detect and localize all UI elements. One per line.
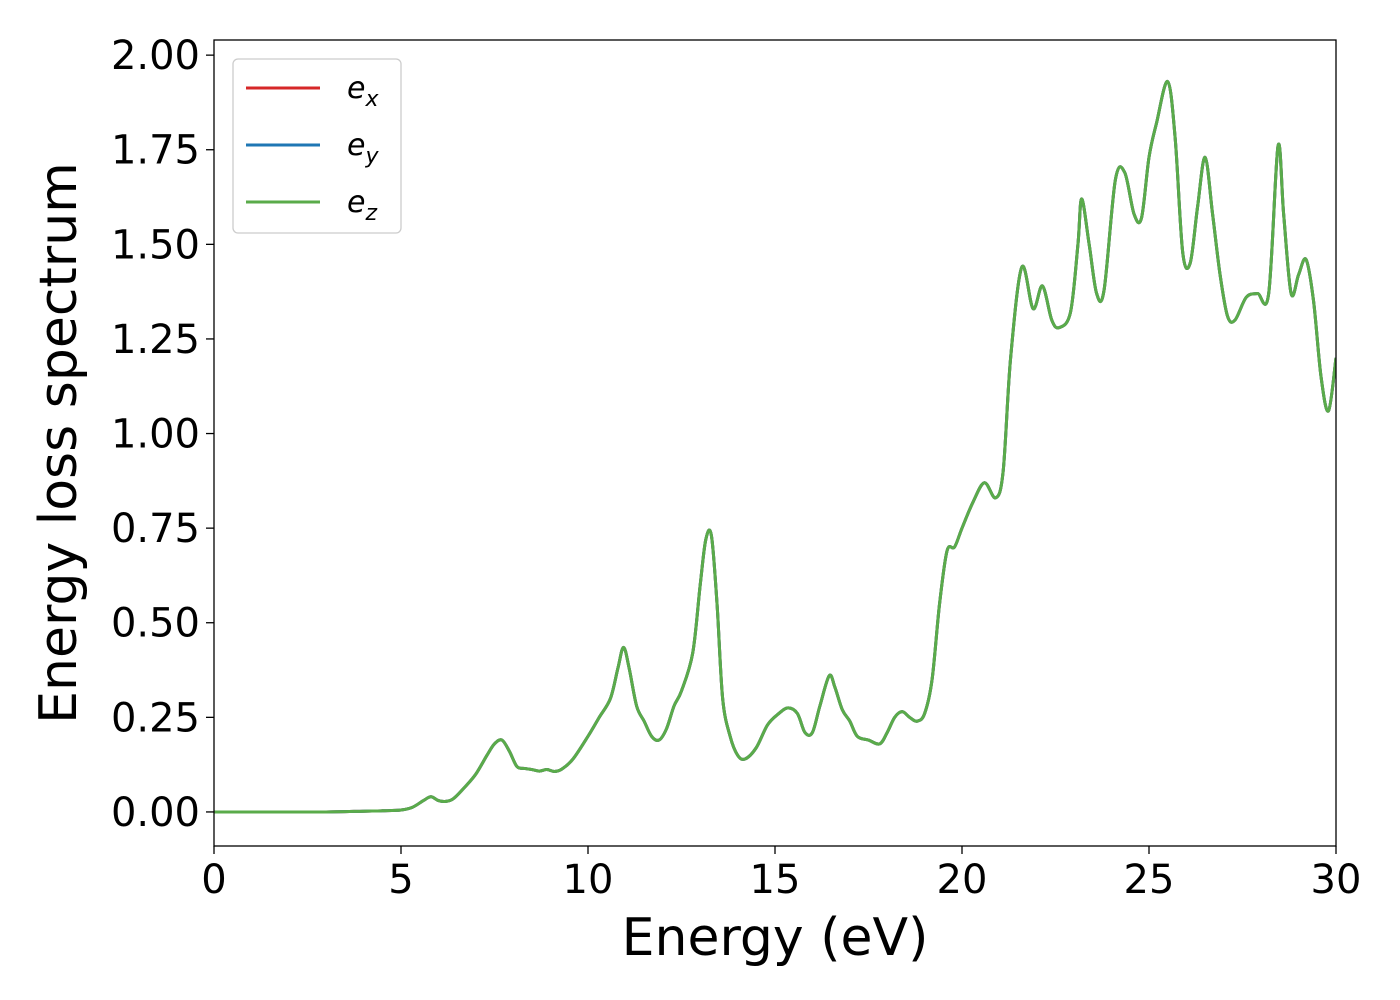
x-axis-ticks: 0 5 10 15 20 25 30 [201, 846, 1361, 903]
legend-label-subscript: x [364, 87, 379, 112]
y-tick-label: 0.50 [111, 601, 200, 647]
x-tick-label: 10 [563, 857, 614, 903]
legend-label-e-z: ez [347, 185, 377, 226]
y-tick-label: 1.75 [111, 128, 200, 174]
y-tick-label: 0.00 [111, 790, 200, 836]
y-axis-label: Energy loss spectrum [29, 162, 89, 724]
y-tick-label: 0.75 [111, 506, 200, 552]
series-lines [214, 80, 1336, 814]
series-line-e-z [214, 80, 1336, 814]
legend-label-subscript: z [364, 201, 377, 226]
y-tick-label: 0.25 [111, 695, 200, 741]
x-tick-label: 0 [201, 857, 226, 903]
y-tick-label: 2.00 [111, 33, 200, 79]
legend-label-subscript: y [364, 144, 379, 169]
x-tick-label: 5 [388, 857, 413, 903]
legend-label-e-y: ey [347, 128, 379, 169]
y-axis-ticks: 0.00 0.25 0.50 0.75 1.00 1.25 1.50 1.75 2.00 [111, 33, 214, 836]
legend-label-base: e [347, 128, 365, 163]
y-tick-label: 1.50 [111, 222, 200, 268]
y-tick-label: 1.25 [111, 317, 200, 363]
x-tick-label: 15 [750, 857, 801, 903]
legend-label-base: e [347, 185, 365, 220]
x-tick-label: 20 [937, 857, 988, 903]
y-tick-label: 1.00 [111, 412, 200, 458]
x-axis-label: Energy (eV) [622, 908, 929, 968]
x-tick-label: 30 [1311, 857, 1362, 903]
legend-label-e-x: ex [347, 71, 379, 112]
legend-label-base: e [347, 71, 365, 106]
x-tick-label: 25 [1124, 857, 1175, 903]
